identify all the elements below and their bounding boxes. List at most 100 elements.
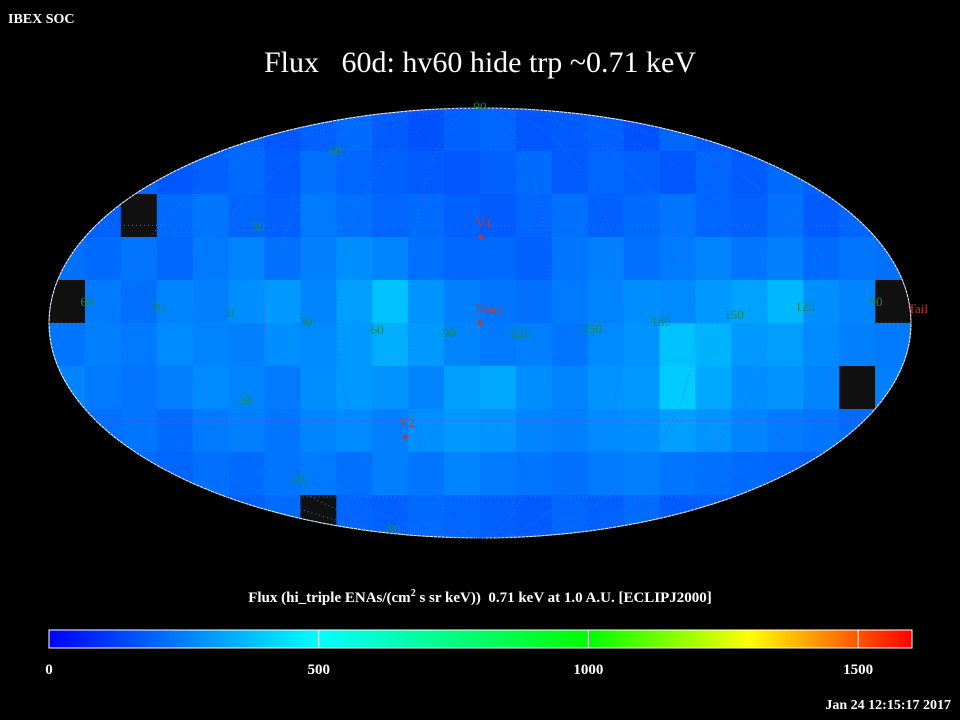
flux-cell <box>49 452 86 496</box>
flux-cell <box>695 323 732 367</box>
title: Flux 60d: hv60 hide trp ~0.71 keV <box>264 46 696 79</box>
no-data-cell <box>120 194 158 238</box>
flux-cell <box>659 108 696 152</box>
flux-cell <box>84 366 122 410</box>
flux-cell <box>444 108 481 152</box>
flux-cell <box>623 323 661 367</box>
flux-cell <box>803 151 840 195</box>
label-sup: 2 <box>411 588 416 599</box>
flux-cell <box>875 323 911 367</box>
flux-cell <box>551 323 589 367</box>
flux-cell <box>623 495 661 538</box>
flux-cell <box>444 452 481 496</box>
flux-cell <box>372 108 409 152</box>
flux-cell <box>120 366 158 410</box>
flux-cell <box>264 237 301 281</box>
flux-cell <box>480 194 517 238</box>
flux-cell <box>444 409 481 453</box>
flux-cell <box>587 409 625 453</box>
flux-cell <box>444 237 481 281</box>
flux-cell <box>695 108 732 152</box>
flux-cell <box>767 495 804 538</box>
flux-cell <box>192 280 230 324</box>
lat-label: 90 <box>474 99 487 114</box>
flux-cell <box>408 323 445 367</box>
flux-cell <box>695 409 732 453</box>
flux-cell <box>300 237 337 281</box>
flux-cell <box>803 409 840 453</box>
no-data-cell <box>875 151 911 195</box>
flux-cell <box>156 280 194 324</box>
flux-cell <box>551 495 589 538</box>
flux-cell <box>480 280 517 324</box>
colorbar-tick-label: 500 <box>307 662 330 678</box>
flux-cell <box>731 323 768 367</box>
flux-cell <box>372 280 409 324</box>
flux-cell <box>587 452 625 496</box>
flux-cell <box>120 280 158 324</box>
flux-cell <box>49 194 86 238</box>
lat-label: 30 <box>252 219 265 234</box>
flux-cell <box>515 366 553 410</box>
marker-dot <box>478 234 484 240</box>
meridian <box>192 107 768 539</box>
flux-cell <box>264 280 301 324</box>
flux-cell <box>300 151 337 195</box>
flux-cell <box>623 237 661 281</box>
flux-cell <box>587 237 625 281</box>
flux-cell <box>228 452 265 496</box>
flux-cell <box>515 280 553 324</box>
flux-cell <box>156 323 194 367</box>
flux-cell <box>515 495 553 538</box>
marker-dot <box>477 320 483 326</box>
flux-cell <box>49 495 86 538</box>
flux-cell <box>192 237 230 281</box>
lat-label: 60 <box>329 143 342 158</box>
colorbar-tick-label: 1500 <box>843 662 873 678</box>
flux-cell <box>336 452 373 496</box>
flux-cell <box>264 151 301 195</box>
flux-cell <box>156 237 194 281</box>
flux-cell <box>372 323 409 367</box>
flux-cell <box>731 280 768 324</box>
flux-cell <box>336 366 373 410</box>
flux-cell <box>839 409 876 453</box>
colorbar-tick-label: 0 <box>45 662 53 678</box>
flux-cell <box>839 151 876 195</box>
flux-cell <box>803 366 840 410</box>
flux-cell <box>803 280 840 324</box>
flux-cell <box>444 495 481 538</box>
flux-cell <box>444 194 481 238</box>
no-data-cell <box>49 409 86 453</box>
flux-cell <box>551 237 589 281</box>
flux-cell <box>228 280 265 324</box>
flux-cell <box>120 452 158 496</box>
flux-cell <box>731 237 768 281</box>
flux-cell <box>551 151 589 195</box>
flux-cell <box>264 409 301 453</box>
lon-label: 180 <box>651 314 671 329</box>
flux-cell <box>803 108 840 152</box>
flux-cell <box>300 366 337 410</box>
meridian <box>407 107 553 539</box>
flux-cell <box>695 151 732 195</box>
marker-dot <box>402 434 408 440</box>
flux-cell <box>767 151 804 195</box>
flux-cell <box>300 409 337 453</box>
flux-cell <box>84 323 122 367</box>
marker-label: Nose <box>476 301 503 316</box>
flux-cell <box>803 194 840 238</box>
flux-cell <box>659 280 696 324</box>
flux-cell <box>480 366 517 410</box>
flux-cell <box>839 108 876 152</box>
flux-cell <box>515 151 553 195</box>
flux-cell <box>659 194 696 238</box>
flux-cell <box>156 194 194 238</box>
flux-cell <box>336 280 373 324</box>
flux-cell <box>192 409 230 453</box>
flux-cell <box>731 452 768 496</box>
flux-cell <box>228 194 265 238</box>
flux-cell <box>767 108 804 152</box>
flux-cell <box>623 409 661 453</box>
flux-cell <box>767 237 804 281</box>
